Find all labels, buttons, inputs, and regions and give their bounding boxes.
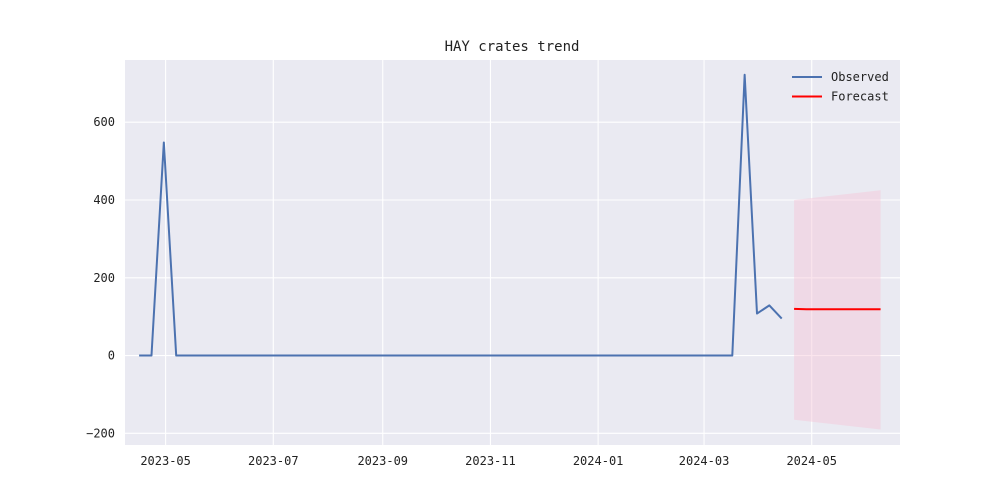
y-tick-label: −200 (86, 426, 115, 440)
x-axis-ticks: 2023-05 2023-07 2023-09 2023-11 2024-01 2024-… (140, 454, 837, 468)
plot-area (125, 60, 900, 445)
x-tick-label: 2023-05 (140, 454, 191, 468)
x-tick-label: 2023-11 (465, 454, 516, 468)
y-tick-label: 0 (108, 349, 115, 363)
x-tick-label: 2023-07 (248, 454, 299, 468)
y-tick-label: 200 (93, 271, 115, 285)
x-tick-label: 2024-01 (573, 454, 624, 468)
legend-label-observed: Observed (831, 70, 889, 84)
y-tick-label: 400 (93, 193, 115, 207)
legend-label-forecast: Forecast (831, 90, 889, 104)
x-tick-label: 2023-09 (357, 454, 408, 468)
x-tick-label: 2024-05 (786, 454, 837, 468)
y-axis-ticks: −200 0 200 400 600 (86, 115, 115, 440)
chart-title: HAY crates trend (445, 39, 580, 55)
x-tick-label: 2024-03 (679, 454, 730, 468)
y-tick-label: 600 (93, 115, 115, 129)
